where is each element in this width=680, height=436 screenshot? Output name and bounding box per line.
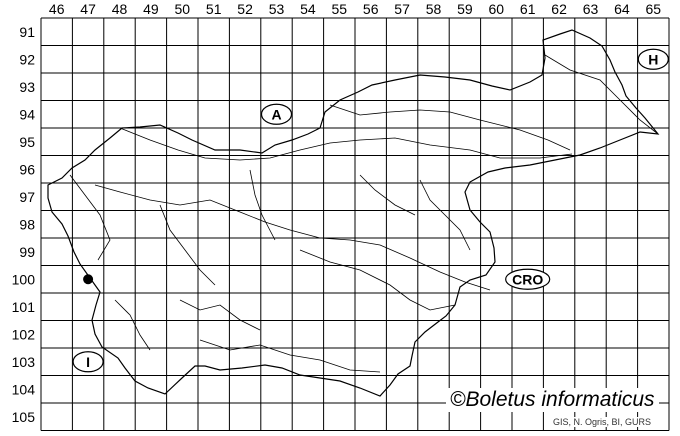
column-label: 57 — [394, 1, 410, 17]
column-label: 63 — [583, 1, 599, 17]
marker-label: A — [271, 106, 281, 122]
column-label: 59 — [457, 1, 473, 17]
column-label: 62 — [551, 1, 567, 17]
row-label: 95 — [19, 134, 35, 150]
credit-text: GIS, N. Ogris, BI, GURS — [553, 417, 652, 427]
column-label: 58 — [426, 1, 442, 17]
country-marker-i: I — [72, 351, 104, 373]
column-label: 52 — [237, 1, 253, 17]
country-marker-cro: CRO — [505, 268, 551, 290]
row-label: 98 — [19, 216, 35, 232]
column-label: 64 — [614, 1, 630, 17]
copyright-text: ©Boletus informaticus — [446, 388, 659, 412]
column-label: 60 — [489, 1, 505, 17]
row-label: 103 — [12, 354, 36, 370]
row-label: 97 — [19, 189, 35, 205]
row-label: 104 — [12, 381, 36, 397]
column-label: 46 — [49, 1, 65, 17]
row-label: 100 — [12, 271, 36, 287]
grid-labels: 46 47 48 49 50 51 52 53 54 55 56 57 58 59 60 61 62 63 64 65… — [12, 1, 662, 425]
marker-oval — [505, 268, 551, 290]
records — [83, 274, 94, 285]
record-dot — [83, 274, 94, 285]
grid — [40, 17, 670, 431]
column-label: 54 — [300, 1, 316, 17]
column-label: 56 — [363, 1, 379, 17]
row-label: 99 — [19, 244, 35, 260]
row-label: 102 — [12, 326, 36, 342]
marker-label: CRO — [512, 271, 543, 287]
column-label: 55 — [332, 1, 348, 17]
column-label: 48 — [112, 1, 128, 17]
country-marker-h: H — [637, 48, 669, 70]
country-border — [47, 29, 660, 397]
column-label: 61 — [520, 1, 536, 17]
marker-label: H — [648, 51, 658, 67]
row-label: 101 — [12, 299, 36, 315]
row-label: 91 — [19, 24, 35, 40]
column-label: 51 — [206, 1, 222, 17]
row-label: 94 — [19, 106, 35, 122]
country-marker-a: A — [260, 103, 293, 125]
marker-oval — [260, 103, 293, 125]
row-label: 93 — [19, 79, 35, 95]
marker-label: I — [86, 354, 90, 370]
marker-oval — [72, 351, 104, 373]
country-markers: A H CRO I — [72, 48, 669, 373]
marker-oval — [637, 48, 669, 70]
rivers — [69, 54, 659, 373]
column-label: 53 — [269, 1, 285, 17]
column-label: 47 — [80, 1, 96, 17]
column-label: 49 — [143, 1, 159, 17]
column-label: 65 — [646, 1, 662, 17]
row-label: 105 — [12, 409, 36, 425]
column-label: 50 — [175, 1, 191, 17]
row-label: 92 — [19, 51, 35, 67]
row-label: 96 — [19, 161, 35, 177]
